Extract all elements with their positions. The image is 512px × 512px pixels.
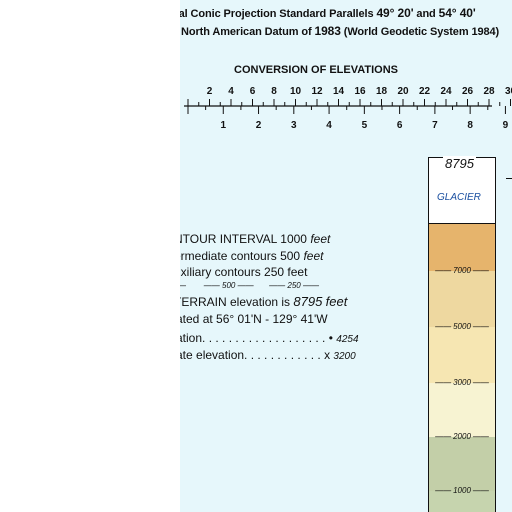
projection-line-1: nal Conic Projection Standard Parallels … xyxy=(180,6,476,20)
km-tick-label: 7 xyxy=(432,120,438,131)
tint-tick-5000: —— 5000 —— xyxy=(435,322,489,331)
tint-band-7000 xyxy=(428,271,496,327)
feet-tick-label: 6 xyxy=(249,86,256,97)
km-tick-label: 2 xyxy=(255,120,262,131)
feet-tick-label: 28 xyxy=(483,86,495,97)
peak-elevation-label: 8795 xyxy=(443,156,476,171)
glacier-label: GLACIER xyxy=(437,192,481,203)
feet-tick-label: 8 xyxy=(271,86,277,97)
tint-tick-1000: —— 1000 —— xyxy=(435,486,489,495)
km-tick-label: 6 xyxy=(396,120,403,131)
feet-tick-label: 2 xyxy=(206,86,213,97)
tint-band-5000 xyxy=(428,327,496,383)
tint-tick-7000: —— 7000 —— xyxy=(435,266,489,275)
terrain-elevation-text: TERRAIN elevation is 8795 feet xyxy=(180,294,348,309)
intermediate-contours-text: ermediate contours 500 feet xyxy=(180,249,324,263)
feet-tick-label: 16 xyxy=(354,86,366,97)
scale-ticks xyxy=(187,99,511,114)
tint-tick-2000: —— 2000 —— xyxy=(435,432,489,441)
km-tick-label: 8 xyxy=(467,120,473,131)
km-tick-label: 1 xyxy=(220,120,227,131)
elevation-conversion-scale xyxy=(184,99,511,114)
projection-line-2: North American Datum of 1983 (World Geod… xyxy=(181,24,500,38)
feet-tick-label: 12 xyxy=(311,86,323,97)
approximate-elevation-line: ate elevation. . . . . . . . . . . . x 3… xyxy=(180,348,356,362)
feet-tick-label: 30 xyxy=(504,86,512,97)
conversion-title: CONVERSION OF ELEVATIONS xyxy=(234,64,398,76)
feet-tick-label: 24 xyxy=(440,86,452,97)
spot-elevation-line: ation. . . . . . . . . . . . . . . . . .… xyxy=(180,331,359,345)
feet-tick-label: 10 xyxy=(289,86,302,97)
feet-tick-label: 20 xyxy=(397,86,409,97)
km-tick-label: 3 xyxy=(291,120,297,131)
tint-band-top xyxy=(428,223,496,271)
feet-tick-label: 26 xyxy=(461,86,474,97)
terrain-location-text: ated at 56° 01'N - 129° 41'W xyxy=(180,312,328,326)
feet-tick-label: 14 xyxy=(332,86,345,97)
feet-tick-label: 18 xyxy=(375,86,388,97)
band-divider xyxy=(428,223,496,224)
tint-band-2000 xyxy=(428,437,496,491)
km-tick-label: 9 xyxy=(502,120,509,131)
feet-tick-label: 22 xyxy=(418,86,431,97)
left-blank-strip xyxy=(0,0,180,512)
contour-line-legend: — —— 500 —— —— 250 —— xyxy=(180,281,319,290)
contour-interval-text: NTOUR INTERVAL 1000 feet xyxy=(180,232,331,246)
feet-tick-label: 4 xyxy=(228,86,234,97)
tint-band-1000 xyxy=(428,491,496,512)
tint-band-3000 xyxy=(428,383,496,437)
edge-tick-mark xyxy=(506,178,512,179)
km-tick-label: 5 xyxy=(361,120,368,131)
auxiliary-contours-text: uxiliary contours 250 feet xyxy=(180,265,308,279)
km-tick-label: 4 xyxy=(326,120,332,131)
tint-tick-3000: —— 3000 —— xyxy=(435,378,489,387)
